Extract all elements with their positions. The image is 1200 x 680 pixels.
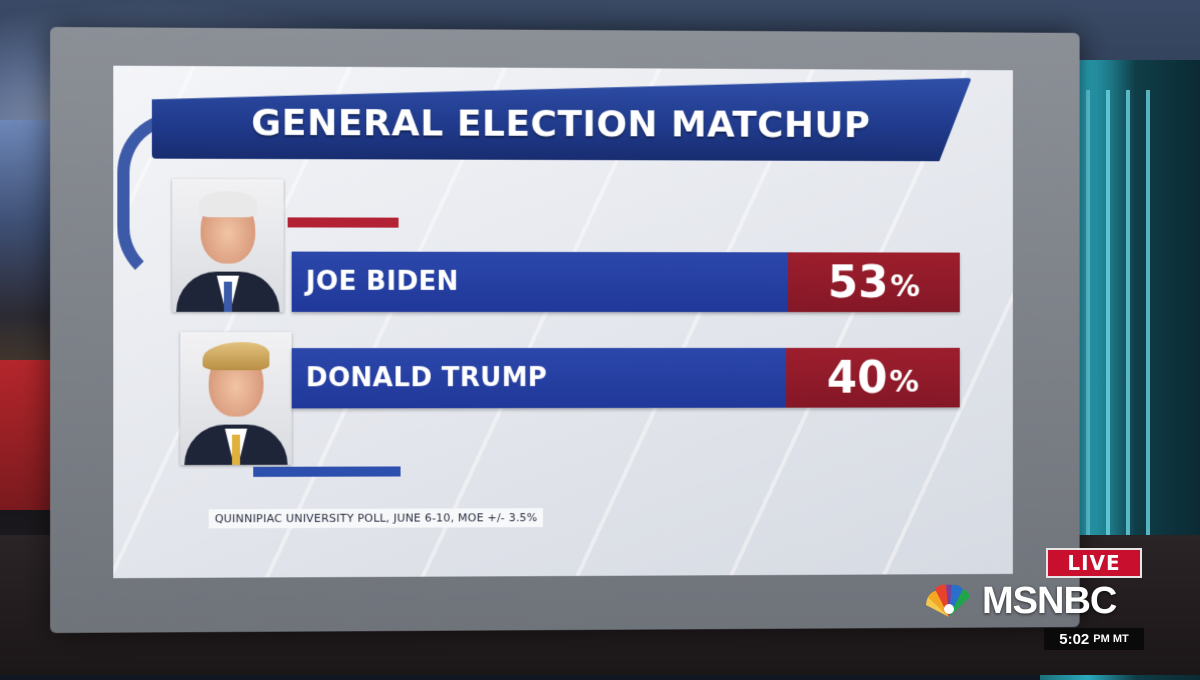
clock-timezone: PM MT	[1093, 633, 1128, 645]
donald-trump-photo	[180, 332, 291, 465]
photo-hair	[199, 191, 258, 217]
time-display: 5:02 PM MT	[1044, 628, 1144, 650]
bar-row: JOE BIDEN 53%	[292, 252, 960, 313]
bar-row: DONALD TRUMP 40%	[292, 348, 960, 409]
bar-value-label: 53%	[788, 252, 960, 312]
live-badge: LIVE	[1046, 548, 1142, 578]
bar-category-label: DONALD TRUMP	[292, 348, 786, 408]
network-logo: MSNBC	[922, 580, 1116, 622]
photo-hair	[203, 342, 270, 370]
photo-tie	[232, 435, 240, 465]
bar-value-unit: %	[890, 269, 920, 304]
title-ribbon: GENERAL ELECTION MATCHUP	[113, 74, 1013, 187]
source-note: QUINNIPIAC UNIVERSITY POLL, JUNE 6-10, M…	[209, 508, 544, 528]
red-accent-bar	[288, 217, 399, 227]
joe-biden-photo	[172, 179, 283, 312]
clock-time: 5:02	[1059, 631, 1089, 648]
bar-category-label: JOE BIDEN	[292, 252, 788, 312]
blue-accent-bar	[253, 466, 400, 476]
graphic-screen: GENERAL ELECTION MATCHUP JOE BIDEN 53% DON…	[113, 66, 1013, 579]
studio-monitor: GENERAL ELECTION MATCHUP JOE BIDEN 53% DON…	[50, 27, 1079, 633]
bar-value-unit: %	[889, 364, 919, 399]
bar-value-number: 53	[828, 257, 889, 308]
network-name: MSNBC	[982, 580, 1116, 623]
photo-tie	[224, 282, 232, 312]
chart-title: GENERAL ELECTION MATCHUP	[251, 103, 870, 146]
peacock-logo-icon	[922, 583, 976, 619]
bar-value-number: 40	[827, 352, 888, 403]
bar-value-label: 40%	[786, 348, 960, 408]
